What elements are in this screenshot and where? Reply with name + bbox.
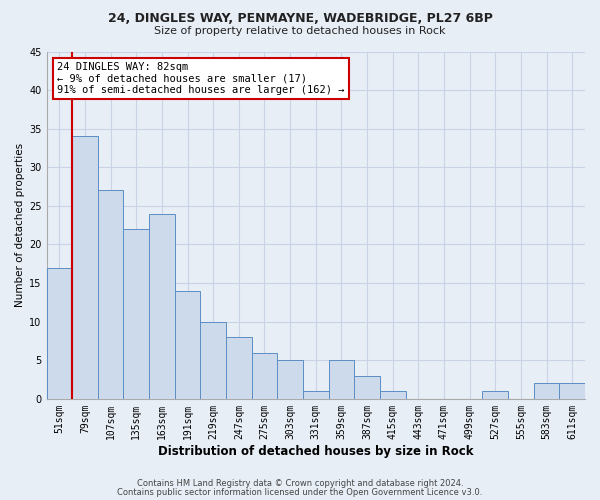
Bar <box>175 291 200 399</box>
Bar <box>47 268 72 399</box>
Bar <box>380 391 406 399</box>
Text: Contains public sector information licensed under the Open Government Licence v3: Contains public sector information licen… <box>118 488 482 497</box>
Bar <box>226 337 251 399</box>
X-axis label: Distribution of detached houses by size in Rock: Distribution of detached houses by size … <box>158 444 473 458</box>
Bar <box>482 391 508 399</box>
Y-axis label: Number of detached properties: Number of detached properties <box>15 143 25 307</box>
Bar <box>149 214 175 399</box>
Bar <box>354 376 380 399</box>
Text: 24, DINGLES WAY, PENMAYNE, WADEBRIDGE, PL27 6BP: 24, DINGLES WAY, PENMAYNE, WADEBRIDGE, P… <box>107 12 493 26</box>
Bar <box>303 391 329 399</box>
Bar <box>98 190 124 399</box>
Bar <box>559 384 585 399</box>
Text: Contains HM Land Registry data © Crown copyright and database right 2024.: Contains HM Land Registry data © Crown c… <box>137 479 463 488</box>
Bar <box>534 384 559 399</box>
Bar <box>329 360 354 399</box>
Text: 24 DINGLES WAY: 82sqm
← 9% of detached houses are smaller (17)
91% of semi-detac: 24 DINGLES WAY: 82sqm ← 9% of detached h… <box>57 62 345 95</box>
Bar <box>124 229 149 399</box>
Bar <box>251 352 277 399</box>
Bar <box>72 136 98 399</box>
Bar <box>200 322 226 399</box>
Text: Size of property relative to detached houses in Rock: Size of property relative to detached ho… <box>154 26 446 36</box>
Bar <box>277 360 303 399</box>
